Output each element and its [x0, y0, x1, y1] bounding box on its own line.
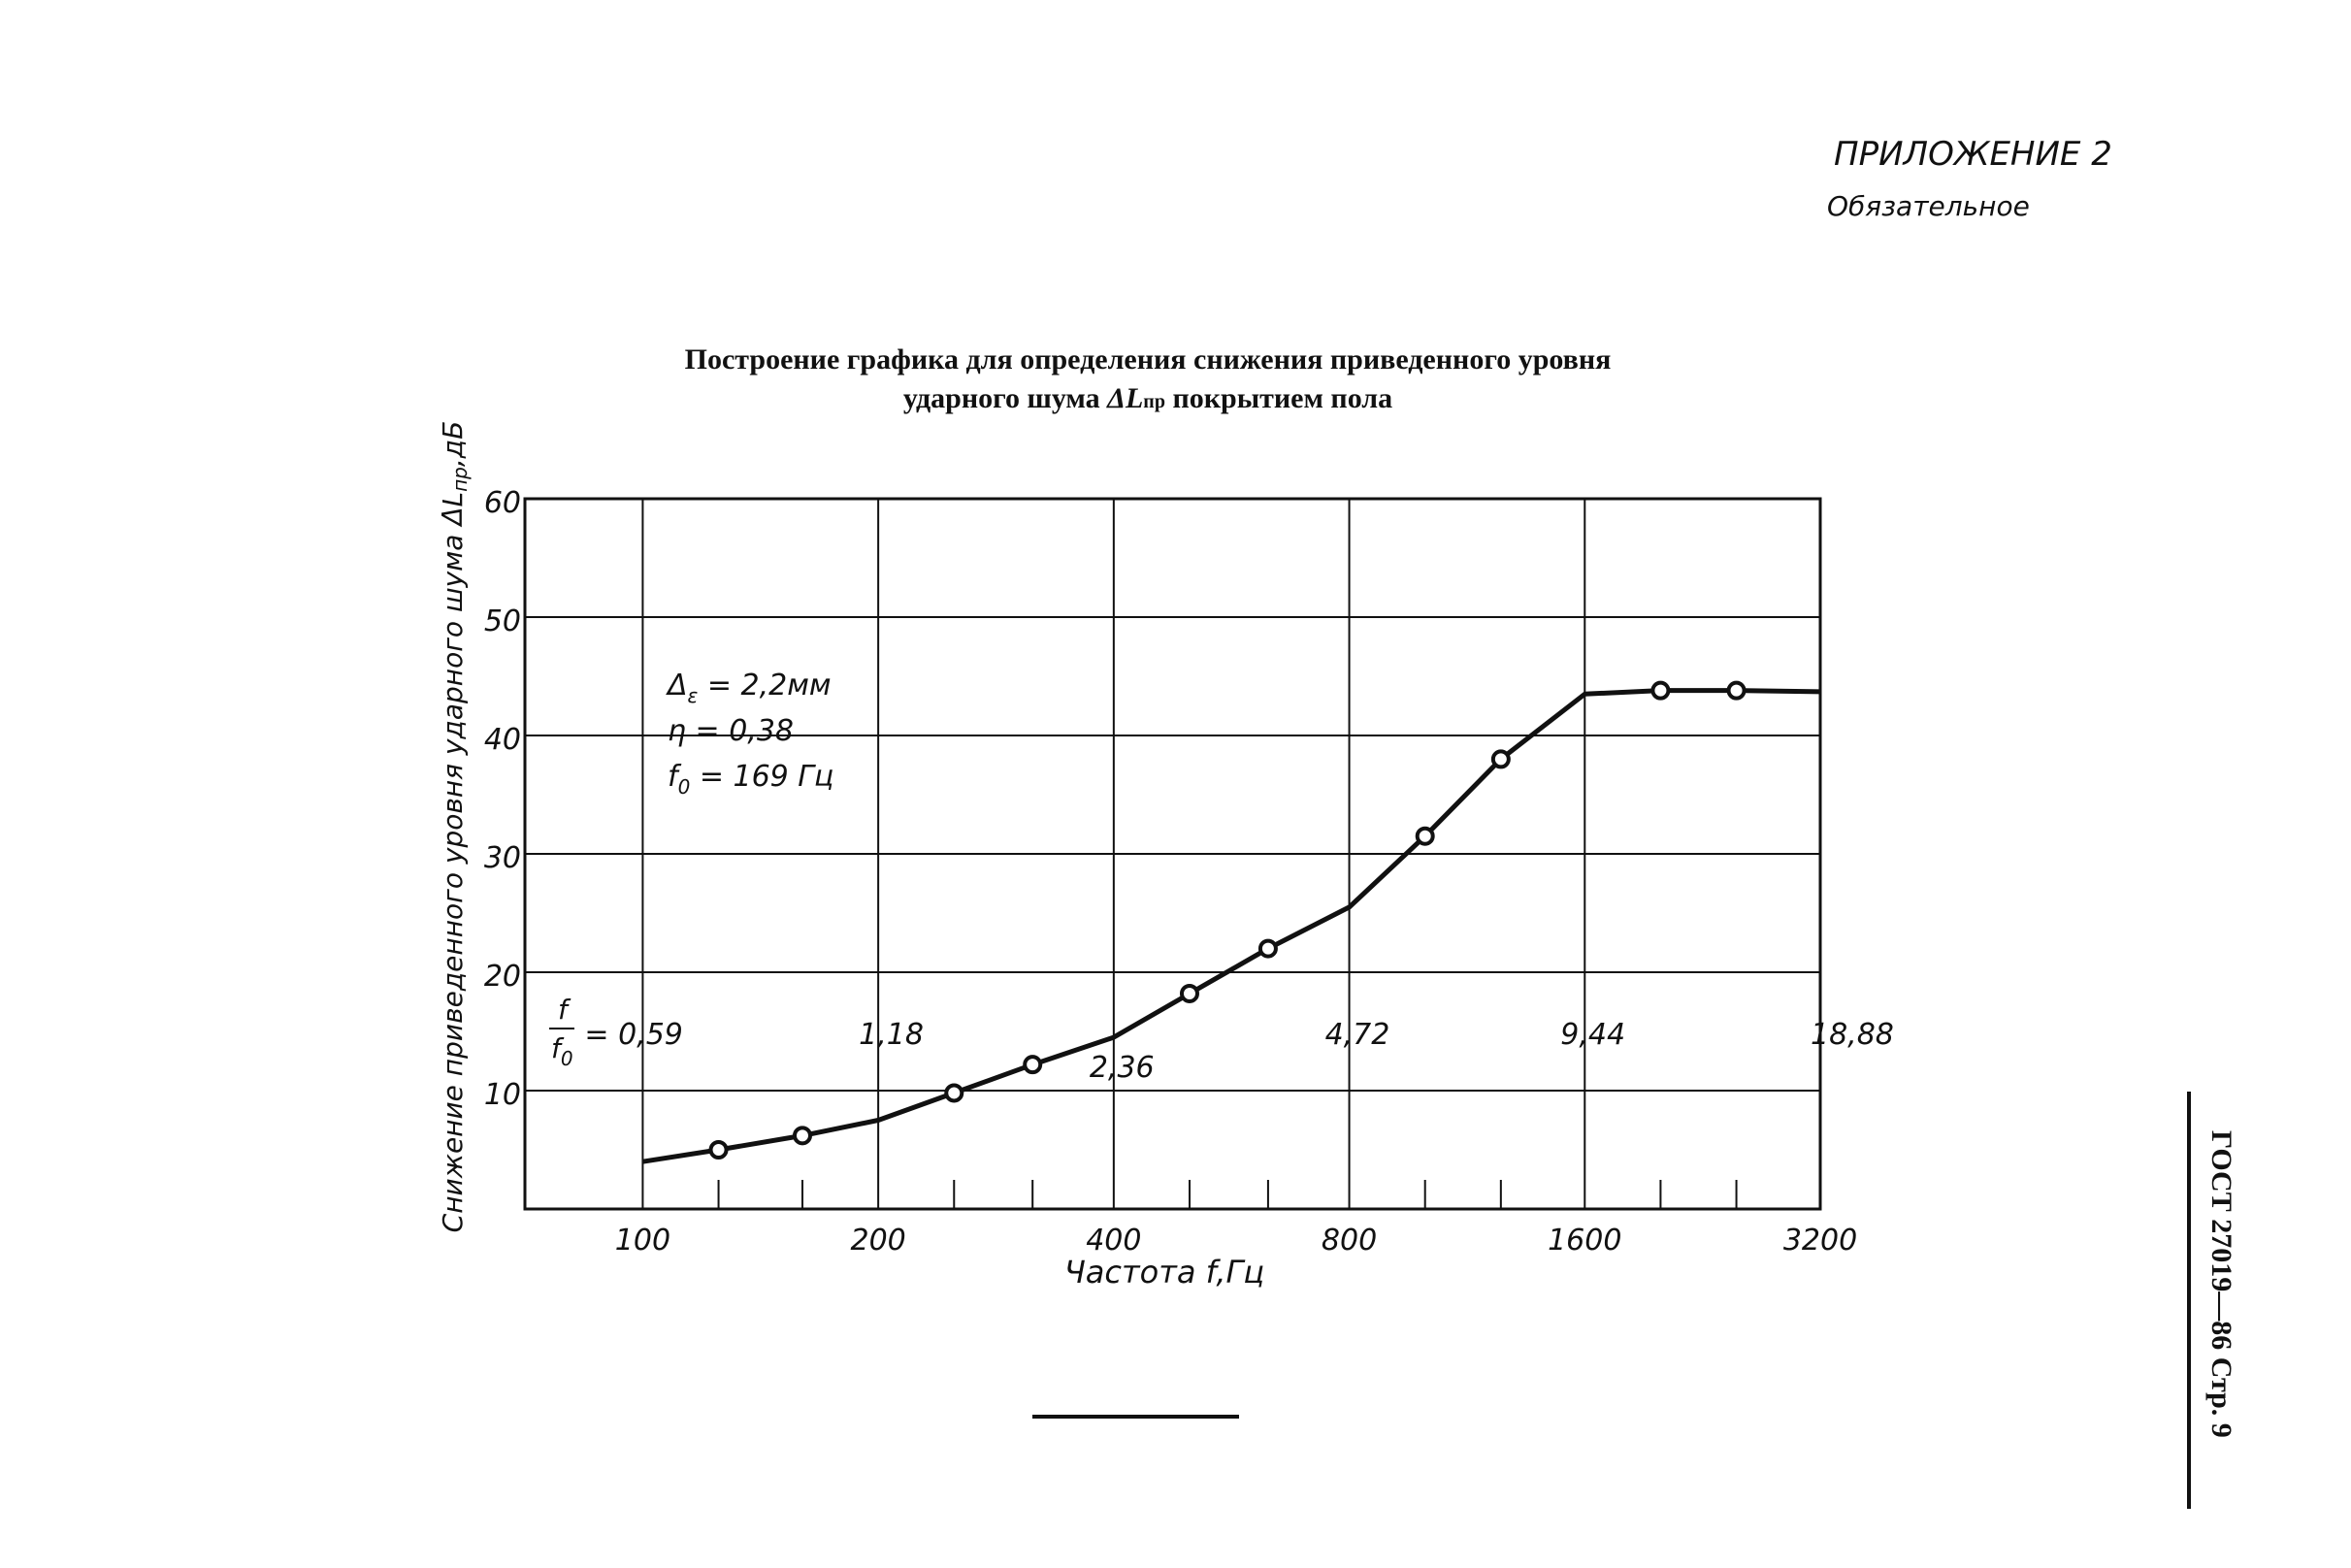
data-point — [1726, 680, 1747, 701]
y-label-sub: пр — [448, 467, 472, 492]
gost-page-label: ГОСТ 27019—86 Стр. 9 — [2205, 1130, 2237, 1438]
data-point — [792, 1126, 812, 1146]
param-sub: ε — [688, 684, 699, 707]
param-symbol: η — [668, 714, 686, 748]
y-tick-label: 10 — [484, 1078, 521, 1112]
data-point — [708, 1140, 729, 1160]
title-symbol: ΔL — [1106, 382, 1143, 414]
ratio-numerator: f — [558, 994, 571, 1026]
x-tick-label: 100 — [615, 1224, 670, 1258]
y-tick-label: 60 — [484, 486, 521, 520]
series-line — [642, 688, 1821, 1164]
title-part: ударного шума — [903, 382, 1107, 414]
ratio-value: 9,44 — [1560, 1018, 1625, 1052]
ratio-value: 4,72 — [1325, 1018, 1390, 1052]
ratio-value: 18,88 — [1811, 1018, 1894, 1052]
x-tick-label: 1600 — [1548, 1224, 1621, 1258]
x-tick-label: 800 — [1322, 1224, 1377, 1258]
x-tick-label: 200 — [850, 1224, 905, 1258]
param-symbol: Δ — [666, 669, 688, 702]
ratio-value: 1,18 — [859, 1018, 924, 1052]
ratio-denominator: f0 — [551, 1032, 573, 1070]
grid — [523, 497, 1822, 1211]
param-value: = 2,2мм — [698, 669, 831, 702]
tick-labels: 10 20 30 40 50 60 100 200 400 800 1600 3200 — [484, 486, 1857, 1258]
y-label-main: Снижение приведенного уровня ударного шу… — [437, 492, 469, 1232]
chart-title-line2: ударного шума ΔLпр покрытием пола — [903, 382, 1392, 414]
title-symbol-sub: пр — [1143, 391, 1165, 412]
x-axis-label: Частота f,Гц — [1064, 1254, 1264, 1290]
annotations: Δε = 2,2мм η = 0,38 f0 = 169 Гц f f0 = 0,59 1,… — [549, 669, 1894, 1085]
ratio-value: 2,36 — [1090, 1051, 1155, 1085]
ratio-value: = 0,59 — [584, 1018, 682, 1052]
y-axis-label: Снижение приведенного уровня ударного шу… — [437, 421, 472, 1233]
param-sub: 0 — [678, 775, 691, 799]
chart-title-line1: Построение графика для определения сниже… — [685, 343, 1612, 376]
data-point — [1179, 983, 1199, 1003]
param-value: = 169 Гц — [690, 760, 833, 794]
series — [642, 680, 1821, 1164]
y-tick-label: 50 — [484, 604, 521, 638]
param-line: η = 0,38 — [668, 714, 794, 748]
y-tick-label: 40 — [484, 723, 521, 757]
appendix-status: Обязательное — [1827, 190, 2030, 222]
data-point — [1023, 1055, 1043, 1075]
data-point — [1257, 938, 1278, 959]
param-line: f0 = 169 Гц — [668, 760, 833, 799]
y-tick-label: 30 — [484, 841, 521, 875]
y-label-unit: ,дБ — [437, 421, 469, 467]
data-point — [1415, 826, 1435, 846]
param-line: Δε = 2,2мм — [666, 669, 832, 707]
appendix-heading: ПРИЛОЖЕНИЕ 2 — [1834, 135, 2112, 174]
data-point — [944, 1083, 964, 1103]
data-point — [1490, 749, 1511, 769]
x-tick-label: 400 — [1086, 1224, 1141, 1258]
y-tick-label: 20 — [484, 960, 521, 994]
data-point — [1650, 680, 1671, 701]
x-tick-label: 3200 — [1783, 1224, 1857, 1258]
title-part: покрытием пола — [1165, 382, 1392, 414]
param-value: = 0,38 — [686, 714, 794, 748]
